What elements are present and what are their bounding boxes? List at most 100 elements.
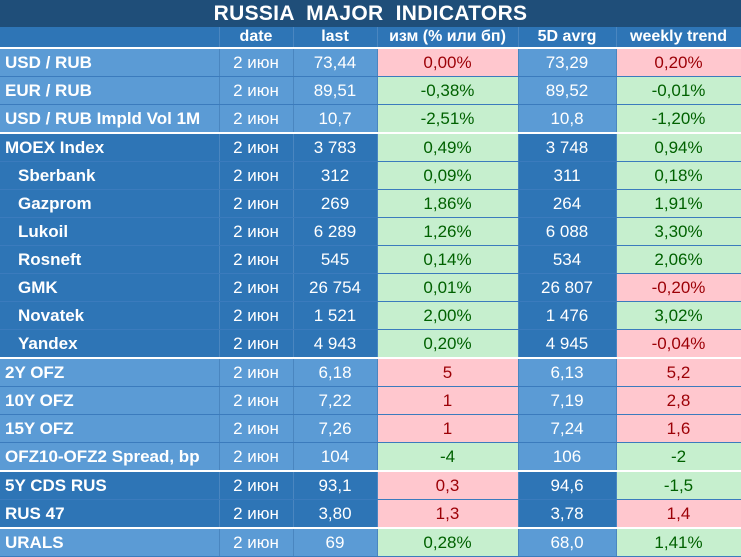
last-value: 69	[293, 527, 378, 557]
date-cell: 2 июн	[219, 414, 294, 443]
trend-value: 3,30%	[616, 217, 741, 246]
table-row: Lukoil 2 июн 6 289 1,26% 6 088 3,30%	[0, 217, 741, 246]
table-row: 15Y OFZ 2 июн 7,26 1 7,24 1,6	[0, 414, 741, 443]
last-value: 269	[293, 189, 378, 218]
sheet-title: RUSSIA MAJOR INDICATORS	[0, 0, 741, 27]
last-value: 7,22	[293, 386, 378, 415]
date-cell: 2 июн	[219, 442, 294, 472]
date-cell: 2 июн	[219, 132, 294, 162]
date-cell: 2 июн	[219, 217, 294, 246]
indicator-name: Lukoil	[0, 217, 220, 246]
trend-value: 0,20%	[616, 47, 741, 77]
avg-value: 3 748	[518, 132, 617, 162]
date-cell: 2 июн	[219, 301, 294, 330]
indicator-name: RUS 47	[0, 499, 220, 529]
table-row: Sberbank 2 июн 312 0,09% 311 0,18%	[0, 161, 741, 190]
table-row: GMK 2 июн 26 754 0,01% 26 807 -0,20%	[0, 273, 741, 302]
change-value: 0,09%	[377, 161, 519, 190]
avg-value: 26 807	[518, 273, 617, 302]
header-row: date last изм (% или бп) 5D avrg weekly …	[0, 27, 741, 49]
last-value: 93,1	[293, 470, 378, 500]
date-cell: 2 июн	[219, 245, 294, 274]
table-row: Rosneft 2 июн 545 0,14% 534 2,06%	[0, 245, 741, 274]
trend-value: 1,6	[616, 414, 741, 443]
trend-value: 2,8	[616, 386, 741, 415]
table-row: 5Y CDS RUS 2 июн 93,1 0,3 94,6 -1,5	[0, 470, 741, 500]
indicators-table: date last изм (% или бп) 5D avrg weekly …	[0, 27, 741, 557]
trend-value: -1,20%	[616, 104, 741, 134]
header-last: last	[293, 27, 378, 49]
change-value: 2,00%	[377, 301, 519, 330]
change-value: 0,28%	[377, 527, 519, 557]
table-row: MOEX Index 2 июн 3 783 0,49% 3 748 0,94%	[0, 132, 741, 162]
last-value: 73,44	[293, 47, 378, 77]
avg-value: 89,52	[518, 76, 617, 105]
table-row: USD / RUB Impld Vol 1M 2 июн 10,7 -2,51% 10,…	[0, 104, 741, 134]
last-value: 545	[293, 245, 378, 274]
indicator-name: GMK	[0, 273, 220, 302]
trend-value: -1,5	[616, 470, 741, 500]
trend-value: 0,18%	[616, 161, 741, 190]
change-value: 5	[377, 357, 519, 387]
avg-value: 106	[518, 442, 617, 472]
indicator-name: 15Y OFZ	[0, 414, 220, 443]
avg-value: 68,0	[518, 527, 617, 557]
header-name	[0, 27, 220, 49]
table-row: OFZ10-OFZ2 Spread, bp 2 июн 104 -4 106 -2	[0, 442, 741, 472]
avg-value: 6 088	[518, 217, 617, 246]
trend-value: -2	[616, 442, 741, 472]
indicator-name: OFZ10-OFZ2 Spread, bp	[0, 442, 220, 472]
indicator-name: Rosneft	[0, 245, 220, 274]
change-value: -0,38%	[377, 76, 519, 105]
date-cell: 2 июн	[219, 357, 294, 387]
header-avg: 5D avrg	[518, 27, 617, 49]
change-value: 0,20%	[377, 329, 519, 359]
trend-value: 1,91%	[616, 189, 741, 218]
date-cell: 2 июн	[219, 161, 294, 190]
trend-value: -0,01%	[616, 76, 741, 105]
indicator-name: Yandex	[0, 329, 220, 359]
last-value: 26 754	[293, 273, 378, 302]
change-value: 0,01%	[377, 273, 519, 302]
change-value: 1	[377, 414, 519, 443]
indicator-name: Gazprom	[0, 189, 220, 218]
date-cell: 2 июн	[219, 527, 294, 557]
header-trend: weekly trend	[616, 27, 741, 49]
avg-value: 7,24	[518, 414, 617, 443]
trend-value: -0,20%	[616, 273, 741, 302]
avg-value: 264	[518, 189, 617, 218]
table-row: Gazprom 2 июн 269 1,86% 264 1,91%	[0, 189, 741, 218]
last-value: 3 783	[293, 132, 378, 162]
date-cell: 2 июн	[219, 499, 294, 529]
indicator-name: MOEX Index	[0, 132, 220, 162]
table-row: 10Y OFZ 2 июн 7,22 1 7,19 2,8	[0, 386, 741, 415]
last-value: 104	[293, 442, 378, 472]
change-value: -2,51%	[377, 104, 519, 134]
date-cell: 2 июн	[219, 470, 294, 500]
last-value: 4 943	[293, 329, 378, 359]
date-cell: 2 июн	[219, 189, 294, 218]
change-value: 0,49%	[377, 132, 519, 162]
indicator-name: Novatek	[0, 301, 220, 330]
avg-value: 3,78	[518, 499, 617, 529]
last-value: 7,26	[293, 414, 378, 443]
trend-value: 2,06%	[616, 245, 741, 274]
table-row: RUS 47 2 июн 3,80 1,3 3,78 1,4	[0, 499, 741, 529]
avg-value: 94,6	[518, 470, 617, 500]
date-cell: 2 июн	[219, 47, 294, 77]
avg-value: 4 945	[518, 329, 617, 359]
table-row: USD / RUB 2 июн 73,44 0,00% 73,29 0,20%	[0, 47, 741, 77]
avg-value: 1 476	[518, 301, 617, 330]
trend-value: 3,02%	[616, 301, 741, 330]
date-cell: 2 июн	[219, 104, 294, 134]
avg-value: 6,13	[518, 357, 617, 387]
last-value: 3,80	[293, 499, 378, 529]
indicator-name: EUR / RUB	[0, 76, 220, 105]
trend-value: 1,41%	[616, 527, 741, 557]
indicator-name: 10Y OFZ	[0, 386, 220, 415]
trend-value: 5,2	[616, 357, 741, 387]
table-row: EUR / RUB 2 июн 89,51 -0,38% 89,52 -0,01%	[0, 76, 741, 105]
indicator-name: 5Y CDS RUS	[0, 470, 220, 500]
header-change: изм (% или бп)	[377, 27, 519, 49]
